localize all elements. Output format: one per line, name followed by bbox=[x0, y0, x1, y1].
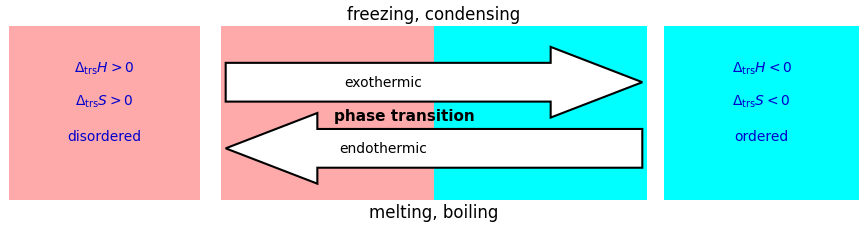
Text: ordered: ordered bbox=[734, 129, 789, 143]
Text: $\Delta_\mathregular{trs}S > 0$: $\Delta_\mathregular{trs}S > 0$ bbox=[75, 93, 134, 109]
Text: freezing, condensing: freezing, condensing bbox=[347, 6, 521, 24]
Text: disordered: disordered bbox=[67, 129, 141, 143]
Text: $\Delta_\mathregular{trs}H > 0$: $\Delta_\mathregular{trs}H > 0$ bbox=[74, 60, 135, 76]
Bar bbox=[434, 27, 647, 200]
Text: exothermic: exothermic bbox=[344, 76, 422, 90]
Text: $\Delta_\mathregular{trs}H < 0$: $\Delta_\mathregular{trs}H < 0$ bbox=[732, 60, 792, 76]
Bar bbox=[664, 27, 859, 200]
Polygon shape bbox=[226, 114, 642, 184]
Text: melting, boiling: melting, boiling bbox=[369, 203, 499, 221]
Text: phase transition: phase transition bbox=[334, 108, 475, 123]
Bar bbox=[9, 27, 200, 200]
Text: endothermic: endothermic bbox=[339, 142, 427, 156]
Bar bbox=[221, 27, 434, 200]
Polygon shape bbox=[226, 48, 642, 118]
Text: $\Delta_\mathregular{trs}S < 0$: $\Delta_\mathregular{trs}S < 0$ bbox=[733, 93, 791, 109]
